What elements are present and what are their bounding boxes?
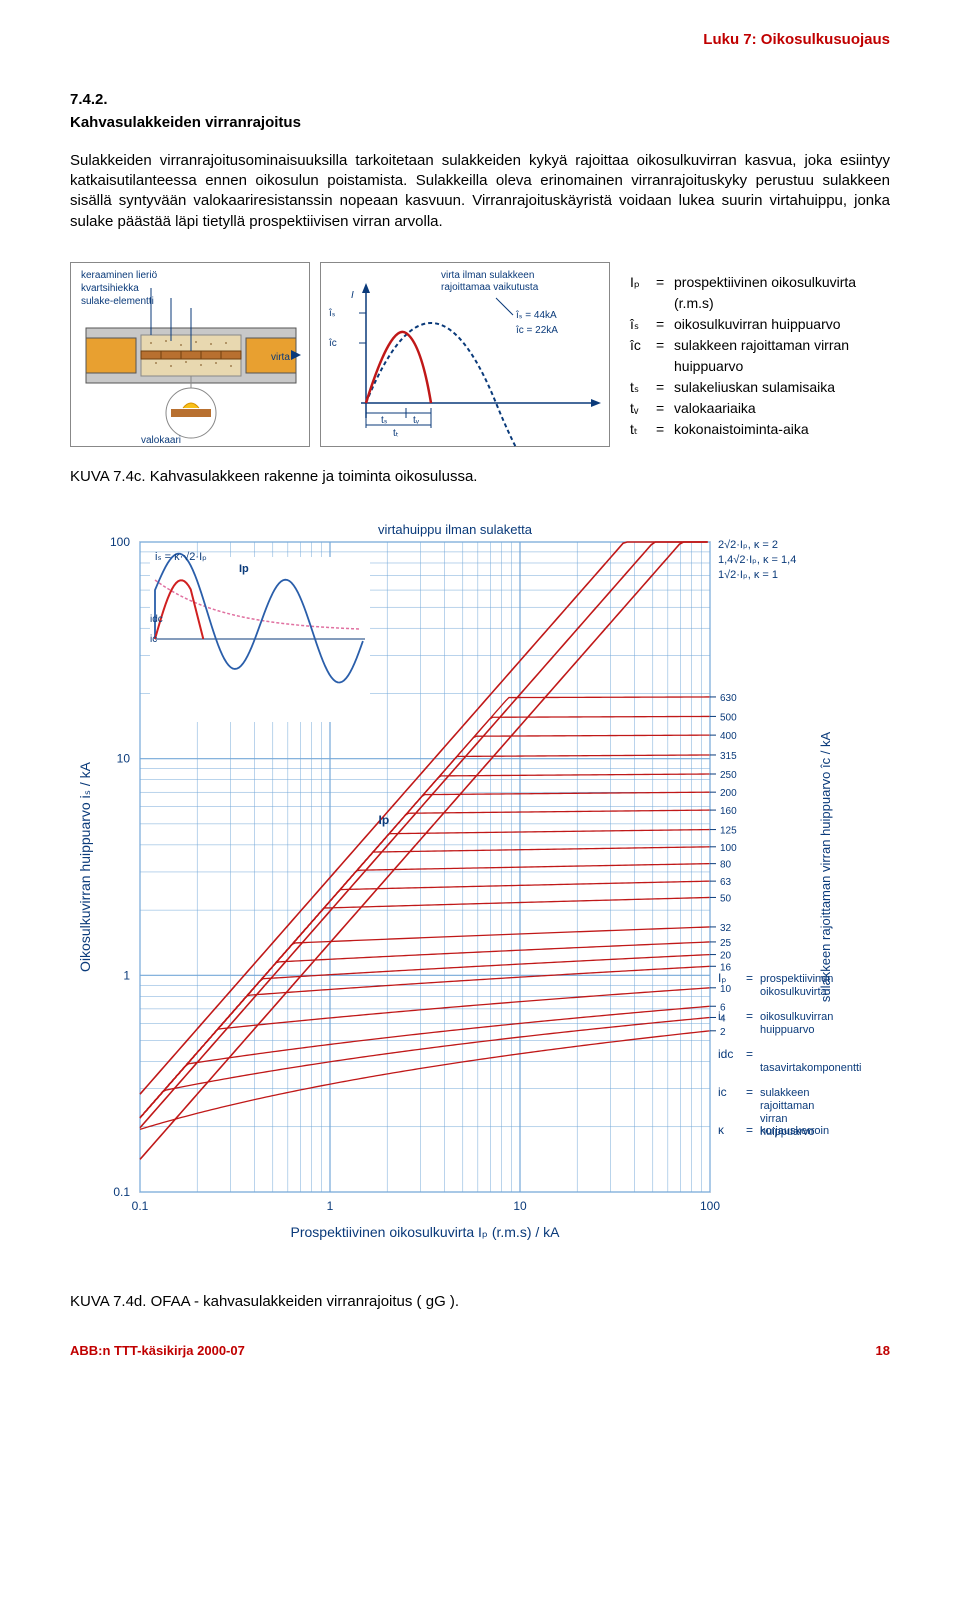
svg-text:1,4√2·Iₚ, κ = 1,4: 1,4√2·Iₚ, κ = 1,4 xyxy=(718,554,796,566)
svg-text:1: 1 xyxy=(123,968,130,982)
svg-text:500: 500 xyxy=(720,712,737,723)
svg-text:rajoittaman: rajoittaman xyxy=(760,1100,814,1112)
is-val: îₛ = 44kA xyxy=(515,310,557,321)
svg-text:10: 10 xyxy=(720,984,732,995)
svg-text:iₛ: iₛ xyxy=(718,1009,725,1023)
legend-tv: tᵥ = valokaariaika xyxy=(630,398,890,419)
svg-text:korjauskerroin: korjauskerroin xyxy=(760,1125,829,1137)
svg-text:32: 32 xyxy=(720,923,732,934)
svg-text:idc: idc xyxy=(150,614,163,625)
svg-text:160: 160 xyxy=(720,806,737,817)
svg-text:20: 20 xyxy=(720,951,732,962)
is-mark: îₛ xyxy=(328,308,336,319)
svg-text:tasavirtakomponentti: tasavirtakomponentti xyxy=(760,1062,862,1074)
legend-tt: tₜ = kokonaistoiminta-aika xyxy=(630,419,890,440)
svg-text:Prospektiivinen oikosulkuvirta: Prospektiivinen oikosulkuvirta Iₚ (r.m.s… xyxy=(291,1224,561,1240)
svg-text:tᵥ: tᵥ xyxy=(413,415,420,426)
svg-text:100: 100 xyxy=(110,535,130,549)
svg-text:50: 50 xyxy=(720,893,732,904)
footer-right: 18 xyxy=(876,1342,890,1360)
svg-text:ic: ic xyxy=(150,634,157,645)
svg-text:10: 10 xyxy=(513,1199,527,1213)
svg-text:80: 80 xyxy=(720,860,732,871)
section-number: 7.4.2. xyxy=(70,90,890,110)
label-current: virta xyxy=(271,352,290,363)
svg-text:sulakkeen: sulakkeen xyxy=(760,1087,810,1099)
svg-text:63: 63 xyxy=(720,877,732,888)
label-arc: valokaari xyxy=(141,435,181,446)
legend-ic: îc = sulakkeen rajoittaman virran huippu… xyxy=(630,335,890,377)
page-footer: ABB:n TTT-käsikirja 2000-07 18 xyxy=(70,1342,890,1360)
label-ceramic: keraaminen lieriö xyxy=(81,270,158,281)
figure-4c-structure: keraaminen lieriö kvartsihiekka sulake-e… xyxy=(70,262,310,447)
caption-4c: KUVA 7.4c. Kahvasulakkeen rakenne ja toi… xyxy=(70,467,890,487)
caption-4d: KUVA 7.4d. OFAA - kahvasulakkeiden virra… xyxy=(70,1292,890,1312)
body-paragraph: Sulakkeiden virranrajoitusominaisuuksill… xyxy=(70,151,890,232)
svg-text:2: 2 xyxy=(720,1027,726,1038)
svg-text:oikosulkuvirta: oikosulkuvirta xyxy=(760,986,828,998)
chapter-header: Luku 7: Oikosulkusuojaus xyxy=(70,30,890,50)
svg-text:iₛ = κ·√2·Iₚ: iₛ = κ·√2·Iₚ xyxy=(155,551,207,563)
svg-text:Oikosulkuvirran huippuarvo i: Oikosulkuvirran huippuarvo iₛ / kA xyxy=(77,761,93,972)
figure-4c-waveform: virta ilman sulakkeen rajoittamaa vaikut… xyxy=(320,262,610,447)
svg-text:tₜ: tₜ xyxy=(393,428,399,439)
svg-text:=: = xyxy=(746,971,753,985)
svg-text:tₛ: tₛ xyxy=(381,415,388,426)
svg-text:I: I xyxy=(351,290,354,301)
svg-text:oikosulkuvirran: oikosulkuvirran xyxy=(760,1011,833,1023)
svg-text:1√2·Iₚ, κ = 1: 1√2·Iₚ, κ = 1 xyxy=(718,569,778,581)
figure-4c-legend: Iₚ = prospektiivinen oikosulkuvirta (r.m… xyxy=(620,262,890,440)
svg-text:125: 125 xyxy=(720,826,737,837)
svg-text:Ip: Ip xyxy=(379,813,390,827)
svg-text:=: = xyxy=(746,1009,753,1023)
svg-text:10: 10 xyxy=(117,752,131,766)
svg-text:100: 100 xyxy=(700,1199,720,1213)
legend-ip: Iₚ = prospektiivinen oikosulkuvirta (r.m… xyxy=(630,272,890,314)
svg-text:=: = xyxy=(746,1047,753,1061)
legend-is: îₛ = oikosulkuvirran huippuarvo xyxy=(630,314,890,335)
svg-text:0.1: 0.1 xyxy=(132,1199,149,1213)
label-element: sulake-elementti xyxy=(81,296,154,307)
svg-text:25: 25 xyxy=(720,938,732,949)
svg-text:100: 100 xyxy=(720,843,737,854)
svg-text:prospektiivinen: prospektiivinen xyxy=(760,973,833,985)
footer-left: ABB:n TTT-käsikirja 2000-07 xyxy=(70,1342,245,1360)
svg-text:idc: idc xyxy=(718,1047,733,1061)
svg-text:Iₚ: Iₚ xyxy=(718,971,726,985)
wave-title-2: rajoittamaa vaikutusta xyxy=(441,282,539,293)
svg-text:1: 1 xyxy=(327,1199,334,1213)
svg-text:κ: κ xyxy=(718,1123,725,1137)
legend-ts: tₛ = sulakeliuskan sulamisaika xyxy=(630,377,890,398)
svg-text:400: 400 xyxy=(720,731,737,742)
chart-4d: 0.1 1 10 100 0.1 1 10 100 Prospektiivinen oikosu… xyxy=(70,512,890,1282)
svg-text:huippuarvo: huippuarvo xyxy=(760,1024,814,1036)
ic-mark: îc xyxy=(328,338,337,349)
wave-title-1: virta ilman sulakkeen xyxy=(441,270,534,281)
svg-text:sulakkeen rajoittaman virran h: sulakkeen rajoittaman virran huippuarvo … xyxy=(818,732,833,1003)
svg-text:315: 315 xyxy=(720,751,737,762)
label-sand: kvartsihiekka xyxy=(81,283,139,294)
figure-4c-row: keraaminen lieriö kvartsihiekka sulake-e… xyxy=(70,262,890,447)
svg-text:=: = xyxy=(746,1085,753,1099)
svg-text:virtahuippu ilman sulaketta: virtahuippu ilman sulaketta xyxy=(378,522,533,537)
svg-text:200: 200 xyxy=(720,788,737,799)
svg-text:0.1: 0.1 xyxy=(113,1185,130,1199)
svg-text:Ip: Ip xyxy=(239,563,249,575)
svg-text:virran: virran xyxy=(760,1113,788,1125)
svg-text:630: 630 xyxy=(720,693,737,704)
svg-text:ic: ic xyxy=(718,1085,727,1099)
svg-text:250: 250 xyxy=(720,770,737,781)
ic-val: îc = 22kA xyxy=(515,325,558,336)
section-title: Kahvasulakkeiden virranrajoitus xyxy=(70,113,890,133)
svg-text:=: = xyxy=(746,1123,753,1137)
svg-text:2√2·Iₚ, κ = 2: 2√2·Iₚ, κ = 2 xyxy=(718,539,778,551)
